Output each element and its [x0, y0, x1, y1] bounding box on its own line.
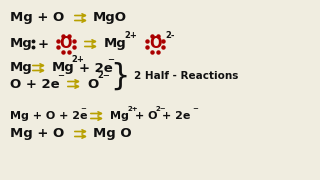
Text: −: − — [192, 106, 198, 112]
Text: O: O — [60, 37, 72, 51]
Text: 2−: 2− — [97, 71, 110, 80]
Text: 2+: 2+ — [71, 55, 84, 64]
Text: Mg + O: Mg + O — [10, 12, 64, 24]
Text: Mg O: Mg O — [93, 127, 132, 141]
Text: 2-: 2- — [165, 31, 174, 40]
Text: + 2e: + 2e — [79, 62, 113, 75]
Text: O: O — [87, 78, 98, 91]
Text: 2−: 2− — [155, 106, 166, 112]
Text: −: − — [107, 55, 114, 64]
Text: −: − — [80, 106, 86, 112]
Text: Mg + O + 2e: Mg + O + 2e — [10, 111, 87, 121]
Text: Mg: Mg — [10, 37, 33, 51]
Text: 2+: 2+ — [128, 106, 139, 112]
Text: Mg: Mg — [52, 62, 75, 75]
Text: +: + — [38, 37, 49, 51]
Text: −: − — [57, 71, 64, 80]
Text: O + 2e: O + 2e — [10, 78, 60, 91]
Text: 2 Half - Reactions: 2 Half - Reactions — [134, 71, 238, 81]
Text: + O: + O — [135, 111, 157, 121]
Text: MgO: MgO — [93, 12, 127, 24]
Text: Mg: Mg — [104, 37, 127, 51]
Text: + 2e: + 2e — [162, 111, 190, 121]
Text: 2+: 2+ — [124, 31, 137, 40]
Text: Mg: Mg — [10, 62, 33, 75]
Text: Mg: Mg — [110, 111, 129, 121]
Text: O: O — [149, 37, 161, 51]
Text: Mg + O: Mg + O — [10, 127, 64, 141]
Text: }: } — [110, 62, 130, 91]
